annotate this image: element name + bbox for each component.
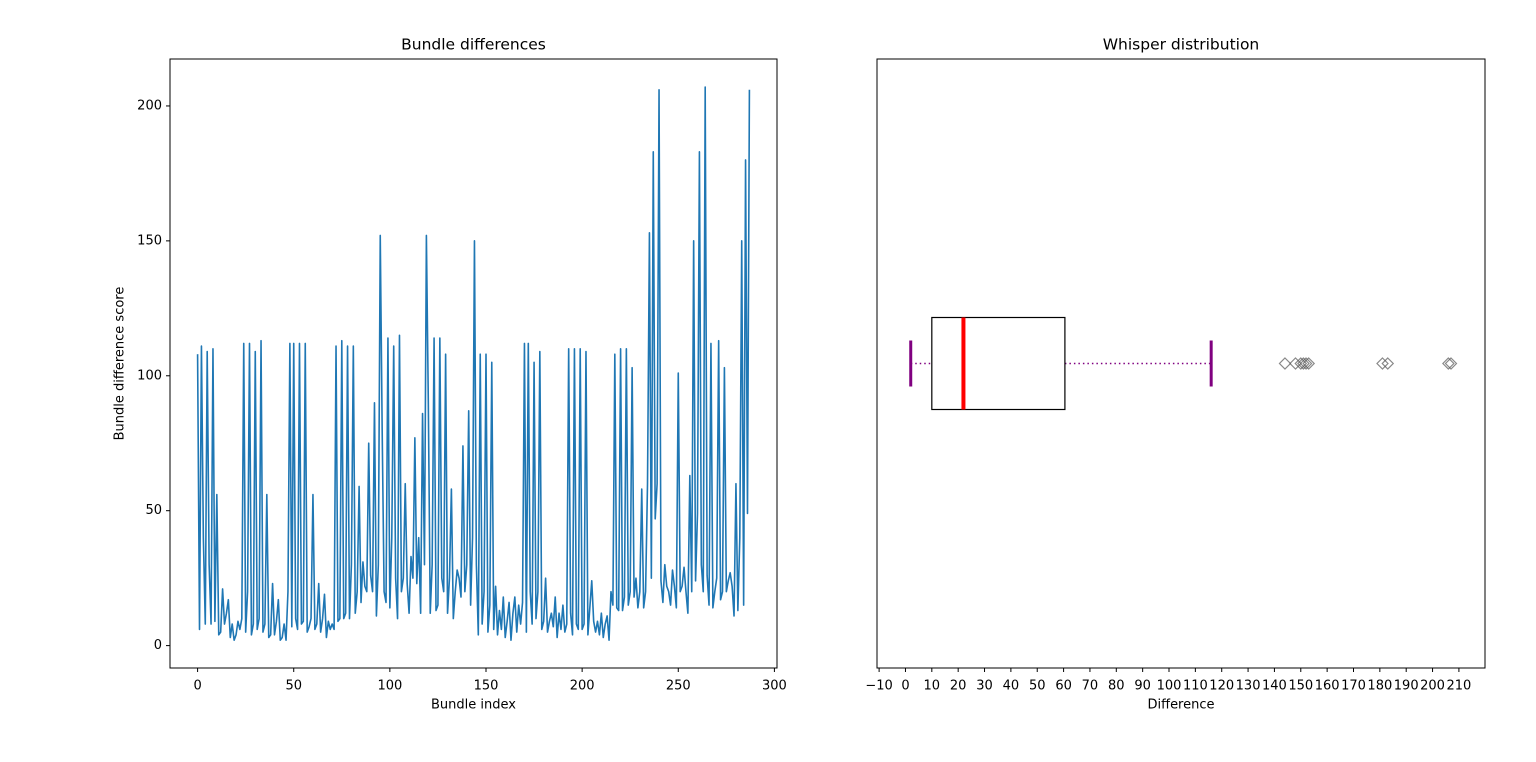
y-tick-label: 0 bbox=[154, 638, 162, 653]
x-tick-label: 0 bbox=[901, 679, 909, 694]
data-line bbox=[196, 86, 751, 642]
x-tick-label: 20 bbox=[950, 679, 967, 694]
axes-frame bbox=[876, 58, 1486, 669]
x-tick-label: 60 bbox=[1055, 679, 1072, 694]
x-tick-label: 150 bbox=[474, 679, 499, 694]
flier bbox=[1381, 357, 1395, 370]
x-tick-label: 40 bbox=[1003, 679, 1020, 694]
flier bbox=[1278, 357, 1292, 370]
x-tick-label: 50 bbox=[285, 679, 302, 694]
x-tick-label: 50 bbox=[1029, 679, 1046, 694]
x-axis-label: Bundle index bbox=[431, 698, 516, 713]
x-tick-label: 200 bbox=[570, 679, 595, 694]
y-axis-label: Bundle difference score bbox=[113, 287, 128, 441]
box bbox=[931, 316, 1066, 411]
x-tick-label: 300 bbox=[762, 679, 787, 694]
axes-frame bbox=[169, 58, 778, 669]
x-tick-label: 0 bbox=[193, 679, 201, 694]
x-tick-label: 110 bbox=[1183, 679, 1208, 694]
x-tick-label: 10 bbox=[924, 679, 941, 694]
x-tick-label: 100 bbox=[1157, 679, 1182, 694]
x-tick-label: 100 bbox=[377, 679, 402, 694]
x-tick-label: 190 bbox=[1394, 679, 1419, 694]
y-tick-label: 50 bbox=[145, 503, 162, 518]
x-tick-label: 90 bbox=[1134, 679, 1151, 694]
flier bbox=[1299, 357, 1313, 370]
x-tick-label: 200 bbox=[1420, 679, 1445, 694]
y-tick-label: 150 bbox=[137, 233, 162, 248]
flier bbox=[1376, 357, 1389, 370]
x-tick-label: 180 bbox=[1367, 679, 1392, 694]
x-tick-label: 170 bbox=[1341, 679, 1366, 694]
x-tick-label: 160 bbox=[1315, 679, 1340, 694]
y-tick-label: 200 bbox=[137, 98, 162, 113]
flier bbox=[1444, 357, 1458, 370]
x-axis-label: Difference bbox=[1147, 698, 1214, 713]
x-tick-label: 150 bbox=[1288, 679, 1313, 694]
flier bbox=[1297, 357, 1310, 370]
x-tick-label: 250 bbox=[666, 679, 691, 694]
chart-title: Bundle differences bbox=[401, 36, 546, 54]
x-tick-label: 30 bbox=[976, 679, 993, 694]
x-tick-label: −10 bbox=[865, 679, 892, 694]
y-tick-label: 100 bbox=[137, 368, 162, 383]
x-tick-label: 210 bbox=[1446, 679, 1471, 694]
flier bbox=[1442, 357, 1455, 370]
x-tick-label: 80 bbox=[1108, 679, 1125, 694]
x-tick-label: 120 bbox=[1209, 679, 1234, 694]
x-tick-label: 70 bbox=[1082, 679, 1099, 694]
x-tick-label: 140 bbox=[1262, 679, 1287, 694]
x-tick-label: 130 bbox=[1236, 679, 1261, 694]
flier bbox=[1302, 357, 1316, 370]
chart-title: Whisper distribution bbox=[1103, 36, 1260, 54]
